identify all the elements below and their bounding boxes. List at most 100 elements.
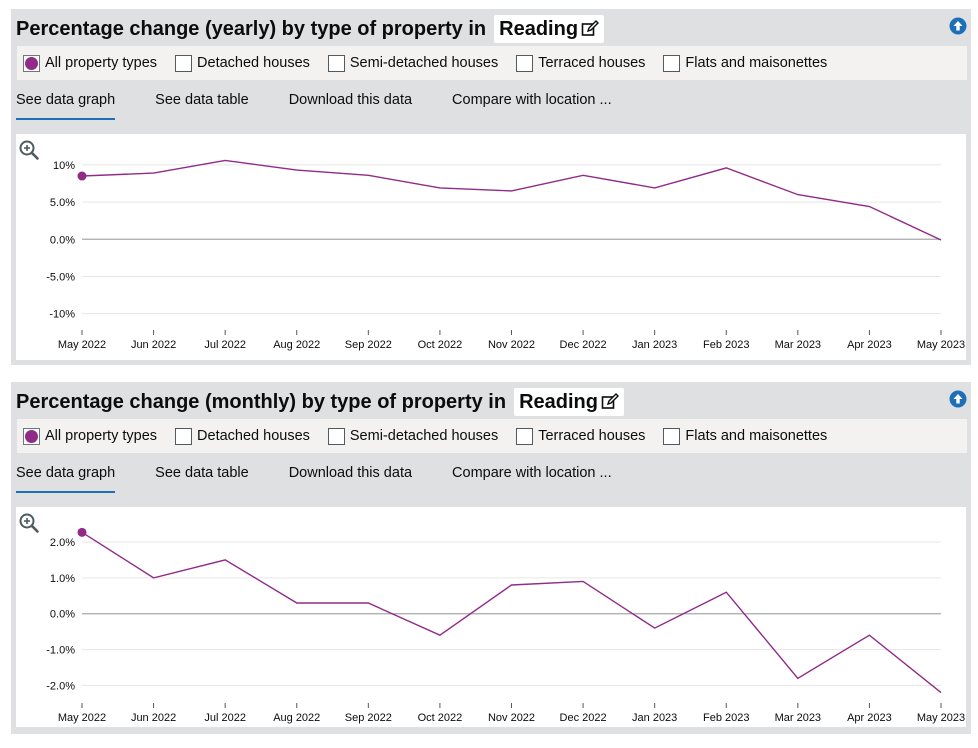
filter-flats-and-maisonettes[interactable]: Flats and maisonettes <box>663 54 828 72</box>
location-button[interactable]: Reading <box>514 388 624 416</box>
filter-terraced-houses[interactable]: Terraced houses <box>516 427 646 445</box>
x-tick-label: Jul 2022 <box>204 339 246 351</box>
filter-label: All property types <box>45 55 158 71</box>
checkbox[interactable] <box>175 427 193 445</box>
data-point-marker <box>77 527 87 537</box>
filter-semi-detached-houses[interactable]: Semi-detached houses <box>327 427 499 445</box>
filter-semi-detached-houses[interactable]: Semi-detached houses <box>327 54 499 72</box>
location-button[interactable]: Reading <box>494 15 605 43</box>
tab-see-data-table[interactable]: See data table <box>155 465 249 481</box>
x-tick-label: Aug 2022 <box>273 339 320 351</box>
panel-title: Percentage change (monthly) by type of p… <box>16 388 624 416</box>
tab-see-data-graph[interactable]: See data graph <box>16 87 116 120</box>
series-line <box>81 159 942 241</box>
tab-download-data[interactable]: Download this data <box>288 465 413 481</box>
x-tick-label: Apr 2023 <box>847 712 892 724</box>
monthly-change-panel: Percentage change (monthly) by type of p… <box>11 382 971 734</box>
location-name: Reading <box>499 18 579 40</box>
monthly-line-chart: 2.0% 1.0% 0.0% -1.0% -2.0% May 2022 Jun 2022 Ju… <box>46 527 965 724</box>
zoom-in-icon[interactable] <box>18 512 40 534</box>
x-tick-label: Jun 2022 <box>131 712 176 724</box>
x-tick-label: Feb 2023 <box>703 339 749 351</box>
yearly-change-panel: Percentage change (yearly) by type of pr… <box>11 9 971 365</box>
filter-label: Terraced houses <box>538 55 646 71</box>
chart-area: 2.0% 1.0% 0.0% -1.0% -2.0% May 2022 Jun 2022 Ju… <box>16 507 966 727</box>
view-tabs: See data graph See data table Download t… <box>16 460 966 494</box>
edit-icon <box>601 393 619 409</box>
x-tick-label: May 2023 <box>917 339 965 351</box>
panel-title-text: Percentage change (monthly) by type of p… <box>16 391 507 413</box>
x-tick-label: Sep 2022 <box>345 712 392 724</box>
x-tick-label: Sep 2022 <box>345 339 392 351</box>
y-tick-label: -2.0% <box>46 680 75 692</box>
x-tick-label: Dec 2022 <box>560 339 607 351</box>
view-tabs: See data graph See data table Download t… <box>16 87 966 121</box>
checkbox[interactable] <box>327 54 345 72</box>
tab-download-data[interactable]: Download this data <box>288 92 413 108</box>
tab-compare-location[interactable]: Compare with location ... <box>452 465 612 481</box>
x-tick-label: Jun 2022 <box>131 339 176 351</box>
filter-terraced-houses[interactable]: Terraced houses <box>516 54 646 72</box>
radio-selected[interactable] <box>23 427 40 445</box>
filter-label: All property types <box>45 428 158 444</box>
tab-see-data-graph[interactable]: See data graph <box>16 460 116 493</box>
x-tick-label: May 2022 <box>58 712 106 724</box>
x-tick-label: Apr 2023 <box>847 339 892 351</box>
radio-selected[interactable] <box>23 54 40 72</box>
y-tick-label: 2.0% <box>50 537 75 549</box>
yearly-line-chart: 10% 5.0% 0.0% -5.0% -10% May 2022 Jun 2022 Jul … <box>46 159 965 351</box>
x-tick-label: May 2023 <box>917 712 965 724</box>
x-tick-label: Aug 2022 <box>273 712 320 724</box>
edit-icon <box>581 20 600 36</box>
filter-detached-houses[interactable]: Detached houses <box>175 427 310 445</box>
filter-label: Semi-detached houses <box>349 55 499 71</box>
panel-title: Percentage change (yearly) by type of pr… <box>16 15 605 43</box>
x-tick-label: Mar 2023 <box>775 339 821 351</box>
x-tick-label: Nov 2022 <box>488 712 535 724</box>
arrow-up-circle-icon[interactable] <box>949 17 967 35</box>
tab-see-data-table[interactable]: See data table <box>155 92 249 108</box>
y-tick-label: 0.0% <box>50 234 75 246</box>
x-tick-label: Dec 2022 <box>560 712 607 724</box>
checkbox[interactable] <box>516 54 534 72</box>
x-tick-label: Oct 2022 <box>418 339 463 351</box>
zoom-in-icon[interactable] <box>18 139 40 161</box>
filter-label: Detached houses <box>197 55 310 71</box>
filter-all-property-types[interactable]: All property types <box>23 427 158 445</box>
x-tick-label: Oct 2022 <box>418 712 463 724</box>
y-tick-label: 5.0% <box>50 197 75 209</box>
checkbox[interactable] <box>663 427 681 445</box>
arrow-up-circle-icon[interactable] <box>949 390 967 408</box>
checkbox[interactable] <box>663 54 681 72</box>
x-tick-label: Jul 2022 <box>204 712 246 724</box>
filter-label: Detached houses <box>197 428 310 444</box>
filter-label: Flats and maisonettes <box>685 55 828 71</box>
filter-all-property-types[interactable]: All property types <box>23 54 158 72</box>
x-tick-label: Nov 2022 <box>488 339 535 351</box>
filter-detached-houses[interactable]: Detached houses <box>175 54 310 72</box>
filter-label: Flats and maisonettes <box>685 428 828 444</box>
y-tick-label: 10% <box>53 160 75 172</box>
x-tick-label: Mar 2023 <box>775 712 821 724</box>
x-tick-label: Jan 2023 <box>632 339 677 351</box>
checkbox[interactable] <box>175 54 193 72</box>
y-tick-label: -5.0% <box>46 271 75 283</box>
data-point-marker <box>77 171 87 181</box>
y-tick-label: 0.0% <box>50 609 75 621</box>
y-tick-label: 1.0% <box>50 573 75 585</box>
location-name: Reading <box>519 391 598 413</box>
checkbox[interactable] <box>327 427 345 445</box>
chart-area: 10% 5.0% 0.0% -5.0% -10% May 2022 Jun 2022 Jul … <box>16 134 966 360</box>
series-line <box>81 531 942 694</box>
x-tick-label: May 2022 <box>58 339 106 351</box>
y-tick-label: -1.0% <box>46 645 75 657</box>
filter-label: Terraced houses <box>538 428 646 444</box>
filter-label: Semi-detached houses <box>349 428 499 444</box>
property-type-filter: All property types Detached houses Semi-… <box>17 419 967 453</box>
filter-flats-and-maisonettes[interactable]: Flats and maisonettes <box>663 427 828 445</box>
x-tick-label: Feb 2023 <box>703 712 749 724</box>
panel-title-text: Percentage change (yearly) by type of pr… <box>16 18 487 40</box>
tab-compare-location[interactable]: Compare with location ... <box>452 92 612 108</box>
x-tick-label: Jan 2023 <box>632 712 677 724</box>
checkbox[interactable] <box>516 427 534 445</box>
